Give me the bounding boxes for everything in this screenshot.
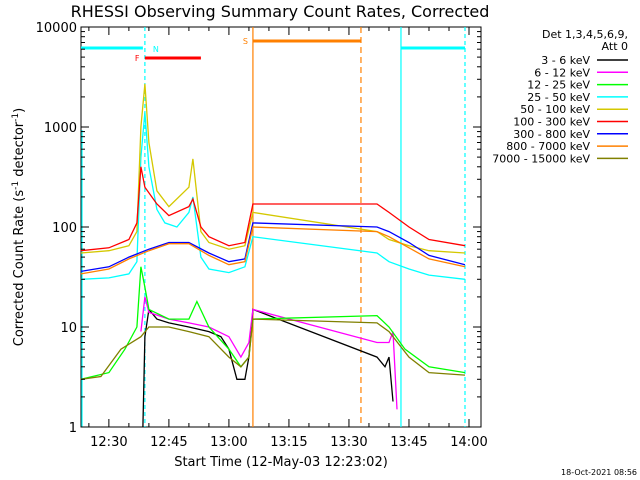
x-tick-label: 13:45 (390, 435, 427, 450)
series-line-6 (80, 222, 466, 273)
series-line-0 (142, 307, 394, 428)
y-tick-label: 10000 (36, 21, 77, 36)
legend-header-line-2: Att 0 (602, 40, 628, 53)
series-line-7 (80, 226, 466, 275)
series-line-5 (80, 166, 466, 252)
x-axis-label: Start Time (12-May-03 12:23:02) (174, 455, 388, 470)
legend-entry-label: 300 - 800 keV (513, 128, 590, 141)
legend-entry-label: 6 - 12 keV (534, 66, 590, 79)
legend-entry-label: 3 - 6 keV (541, 54, 590, 67)
legend-entry-label: 12 - 25 keV (527, 79, 590, 92)
x-tick-label: 13:15 (270, 435, 307, 450)
flag-label-s: S (243, 37, 248, 46)
flag-label-n: N (153, 45, 159, 54)
plot-area: N F S (80, 26, 482, 428)
legend-entry-label: 7000 - 15000 keV (492, 152, 590, 165)
y-axis-label: Corrected Count Rate (s-1 detector-1) (11, 108, 27, 346)
legend-entry-label: 100 - 300 keV (513, 116, 590, 129)
chart-title: RHESSI Observing Summary Count Rates, Co… (71, 2, 490, 21)
series-line-2 (80, 266, 466, 380)
x-tick-label: 12:30 (90, 435, 127, 450)
legend-entry-label: 800 - 7000 keV (506, 140, 590, 153)
legend-header-line-1: Det 1,3,4,5,6,9, (542, 28, 628, 41)
legend-entry-label: 25 - 50 keV (527, 91, 590, 104)
y-tick-label: 1000 (44, 121, 77, 136)
legend-entry-label: 50 - 100 keV (520, 103, 590, 116)
series-line-1 (140, 296, 398, 410)
series-line-3 (80, 112, 466, 280)
footer-timestamp: 18-Oct-2021 08:56 (561, 468, 637, 477)
y-tick-label: 100 (52, 221, 77, 236)
flag-label-f: F (135, 54, 140, 63)
x-tick-label: 13:30 (330, 435, 367, 450)
series-line-8 (80, 318, 466, 380)
x-tick-label: 13:00 (210, 435, 247, 450)
x-tick-label: 14:00 (450, 435, 487, 450)
x-tick-label: 12:45 (150, 435, 187, 450)
y-tick-label: 10 (60, 321, 77, 336)
y-tick-label: 1 (69, 421, 77, 436)
